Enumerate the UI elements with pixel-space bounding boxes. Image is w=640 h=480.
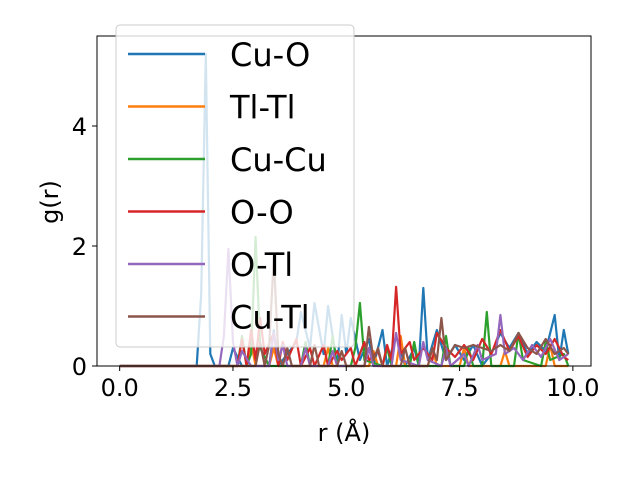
x-axis-label: r (Å) [318, 418, 371, 447]
legend-label-o-tl: O-Tl [230, 246, 293, 284]
legend: Cu-O Tl-Tl Cu-Cu O-O O-Tl Cu-Tl [115, 24, 355, 348]
y-axis-label: g(r) [36, 180, 64, 224]
x-tick-label: 2.5 [214, 374, 252, 402]
legend-label-tl-tl: Tl-Tl [229, 89, 295, 127]
y-axis: 0 2 4 [72, 113, 97, 381]
y-tick-label: 4 [72, 113, 87, 141]
legend-label-cu-tl: Cu-Tl [230, 299, 310, 337]
x-tick-label: 7.5 [440, 374, 478, 402]
x-tick-label: 10.0 [546, 374, 599, 402]
x-tick-label: 0.0 [101, 374, 139, 402]
y-tick-label: 0 [72, 353, 87, 381]
legend-label-cu-o: Cu-O [230, 36, 310, 74]
series-line-tl-tl [119, 334, 569, 368]
y-tick-label: 2 [72, 233, 87, 261]
x-tick-label: 5.0 [327, 374, 365, 402]
legend-label-o-o: O-O [230, 194, 294, 232]
legend-label-cu-cu: Cu-Cu [230, 141, 327, 179]
x-axis: 0.0 2.5 5.0 7.5 10.0 [101, 366, 600, 402]
